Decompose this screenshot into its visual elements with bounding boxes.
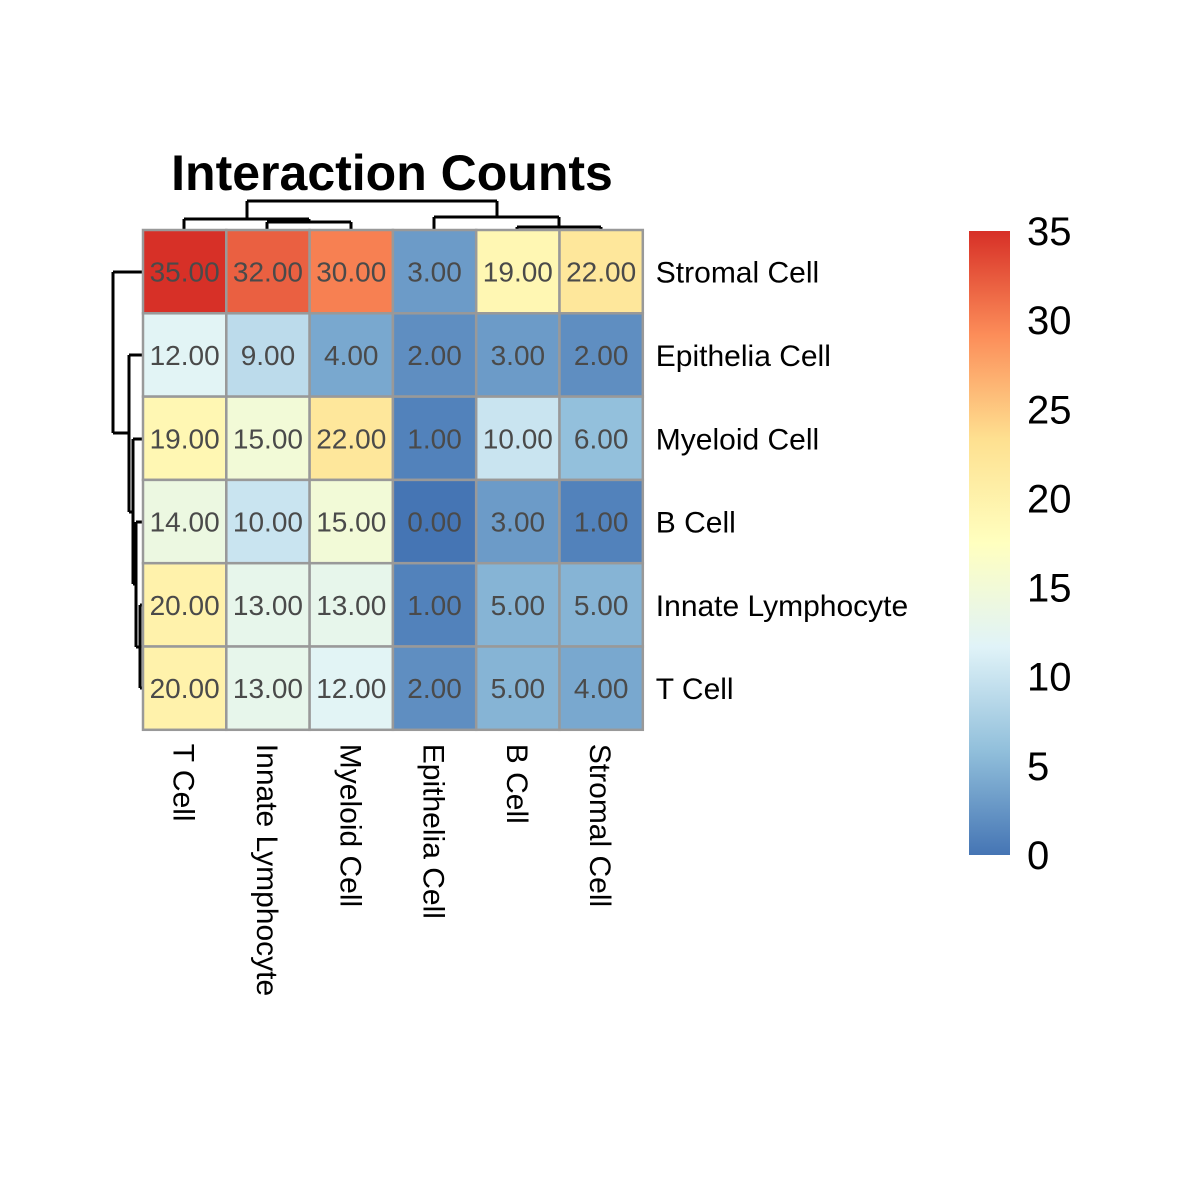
cell-value-label: 2.00 [407,340,462,371]
heatmap-cell [225,645,311,732]
cell-value-label: 13.00 [233,673,303,704]
heatmap-cell [141,645,228,732]
column-label: Epithelia Cell [417,744,450,919]
cell-value-label: 15.00 [233,423,303,454]
heatmap-cell [225,478,311,565]
heatmap-cell [141,478,228,565]
cell-value-label: 5.00 [574,590,629,621]
column-label: Innate Lymphocyte [250,744,283,996]
cell-value-label: 0.00 [407,507,462,538]
cell-value-label: 20.00 [150,673,220,704]
cell-value-label: 13.00 [316,590,386,621]
legend-tick-label: 25 [1027,388,1072,432]
row-label: B Cell [656,507,736,540]
legend-tick-label: 20 [1027,477,1072,521]
cell-value-label: 10.00 [233,507,303,538]
cell-value-label: 30.00 [316,257,386,288]
row-dendrogram [111,270,143,690]
row-label: T Cell [656,673,734,706]
cell-value-label: 19.00 [483,257,553,288]
cell-value-label: 22.00 [316,423,386,454]
cell-value-label: 12.00 [150,340,220,371]
cell-value-label: 22.00 [566,257,636,288]
cell-value-label: 20.00 [150,590,220,621]
heatmap-cell [558,395,645,482]
row-label: Innate Lymphocyte [656,590,908,623]
row-labels: Stromal Cell Epithelia Cell Myeloid Cell B … [656,257,908,707]
heatmap-cell [558,312,645,398]
column-label: Stromal Cell [583,744,616,907]
column-dendrogram [182,199,603,230]
heatmap-cell [391,228,478,315]
column-label: Myeloid Cell [333,744,366,907]
cell-value-label: 3.00 [407,257,462,288]
cell-value-label: 35.00 [150,257,220,288]
row-label: Myeloid Cell [656,423,819,456]
column-label: T Cell [167,744,200,822]
cell-value-label: 2.00 [574,340,629,371]
cell-value-label: 10.00 [483,423,553,454]
cell-value-label: 1.00 [574,507,629,538]
cell-value-label: 12.00 [316,673,386,704]
legend-tick-label: 15 [1027,567,1072,611]
heatmap-cell [308,478,395,565]
cell-value-label: 2.00 [407,673,462,704]
heatmap-cell [141,395,228,482]
legend-tick-label: 5 [1027,745,1049,789]
heatmap-cell [391,478,478,565]
cell-value-label: 3.00 [491,340,546,371]
legend-tick-label: 30 [1027,299,1072,343]
heatmap-cell [474,561,561,648]
legend-tick-label: 0 [1027,834,1049,878]
cell-value-label: 6.00 [574,423,629,454]
cell-value-label: 32.00 [233,257,303,288]
heatmap-cell [225,312,311,398]
cell-value-label: 5.00 [491,590,546,621]
heatmap-cell [558,228,645,315]
heatmap-cell [474,228,561,315]
column-labels: T Cell Innate Lymphocyte Myeloid Cell Epith… [167,744,617,996]
cell-value-label: 5.00 [491,673,546,704]
heatmap-cell [474,645,561,732]
heatmap-cell [308,645,395,732]
chart-title: Interaction Counts [171,145,613,201]
heatmap-cell [391,395,478,482]
cell-value-label: 3.00 [491,507,546,538]
cell-value-label: 13.00 [233,590,303,621]
cell-value-label: 1.00 [407,423,462,454]
cell-value-label: 4.00 [574,673,629,704]
legend-tick-label: 35 [1027,210,1072,254]
cell-value-label: 15.00 [316,507,386,538]
row-label: Epithelia Cell [656,340,831,373]
color-legend-bar [969,231,1010,855]
row-label: Stromal Cell [656,257,819,290]
heatmap-cell [558,645,645,732]
color-legend: 35 30 25 20 15 10 5 0 [969,210,1072,878]
cell-value-label: 14.00 [150,507,220,538]
column-label: B Cell [500,744,533,824]
heatmap-cells: 35.00 32.00 30.00 3.00 19.00 22.00 12.00 9.00 4.… [141,228,645,732]
cell-value-label: 19.00 [150,423,220,454]
cell-value-label: 4.00 [324,340,379,371]
cell-value-label: 9.00 [241,340,296,371]
cell-value-label: 1.00 [407,590,462,621]
legend-tick-label: 10 [1027,656,1072,700]
